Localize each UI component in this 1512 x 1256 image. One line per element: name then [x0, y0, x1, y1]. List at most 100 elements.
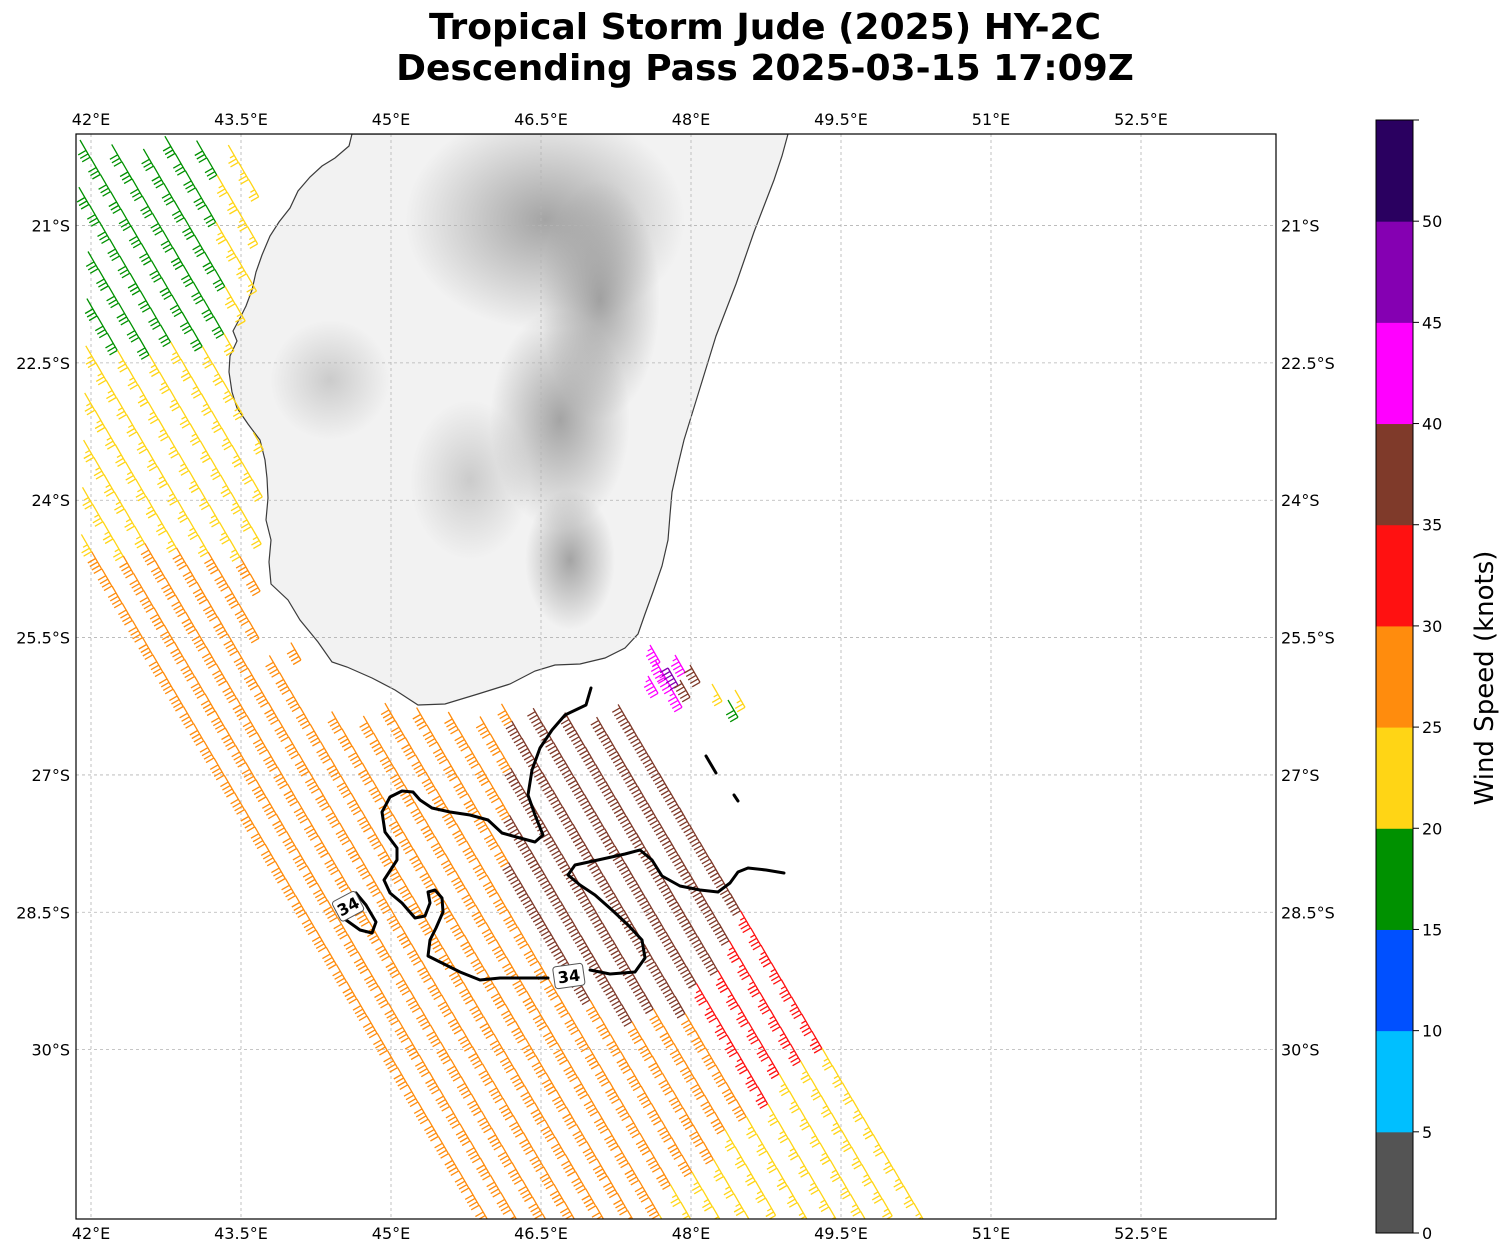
wind-barb — [421, 771, 437, 795]
wind-barb — [333, 916, 349, 940]
colorbar-bin — [1376, 120, 1413, 222]
wind-barb — [240, 509, 252, 532]
lat-tick-label-left: 25.5°S — [16, 629, 70, 648]
wind-barb — [137, 290, 151, 313]
wind-barb — [104, 427, 116, 450]
wind-barb — [494, 844, 509, 868]
wind-barb — [673, 679, 691, 703]
wind-barb — [818, 1189, 830, 1213]
wind-barb — [796, 1202, 808, 1219]
wind-barb — [724, 1128, 736, 1152]
wind-barb — [711, 1206, 721, 1219]
wind-barb — [420, 818, 436, 842]
wind-barb — [235, 556, 251, 580]
wind-barb — [645, 1149, 661, 1173]
wind-barb — [275, 672, 291, 695]
wind-barb — [778, 1073, 790, 1097]
wind-barb — [188, 470, 200, 494]
wind-barb — [200, 693, 216, 717]
wind-barb — [649, 914, 667, 937]
wind-barb — [557, 759, 575, 783]
wind-barb — [505, 720, 523, 744]
wind-barb — [264, 702, 279, 725]
wind-barb — [489, 1033, 505, 1057]
wind-barb — [488, 1080, 504, 1104]
wind-barb — [390, 720, 406, 743]
wind-barb — [183, 170, 196, 193]
wind-barb — [659, 931, 677, 955]
wind-barb — [589, 763, 607, 787]
wind-barb — [227, 144, 239, 168]
wind-barb — [595, 969, 612, 993]
wind-barb — [150, 212, 164, 236]
colorbar-tick-label: 20 — [1422, 819, 1442, 838]
chart-title-line-1: Tropical Storm Jude (2025) HY-2C — [428, 7, 1102, 48]
wind-barb — [523, 943, 539, 967]
wind-barb — [273, 766, 288, 790]
colorbar-bin — [1376, 625, 1413, 728]
wind-barb — [734, 689, 746, 713]
wind-barb — [437, 994, 453, 1018]
wind-barb — [139, 242, 152, 266]
wind-barb — [786, 1184, 798, 1208]
wind-barb — [554, 900, 572, 924]
wind-barb — [605, 986, 623, 1010]
wind-barb — [425, 1071, 440, 1095]
wind-barb — [736, 1004, 749, 1028]
wind-barb — [831, 1065, 843, 1088]
wind-barb — [521, 1037, 537, 1061]
wind-barb — [443, 758, 458, 782]
wind-barb — [380, 702, 396, 726]
wind-barb — [343, 934, 359, 957]
lon-tick-label-bottom: 52.5°E — [1114, 1224, 1168, 1243]
wind-barb — [243, 667, 259, 691]
wind-barb — [388, 814, 404, 838]
wind-barb — [690, 1077, 705, 1101]
wind-barb — [295, 706, 311, 730]
wind-barb — [148, 654, 164, 678]
wind-barb — [117, 255, 131, 279]
wind-barb — [566, 823, 584, 847]
wind-barb — [715, 970, 729, 994]
wind-barb — [679, 1060, 695, 1083]
wind-barb — [182, 564, 198, 588]
wind-barb — [155, 513, 167, 536]
wind-barb — [667, 689, 683, 713]
wind-barb — [735, 1051, 748, 1075]
wind-barb — [105, 379, 117, 403]
wind-barb — [354, 904, 370, 927]
wind-barb — [232, 397, 244, 421]
wind-barb — [513, 926, 529, 950]
wind-barb — [881, 1198, 893, 1219]
lon-tick-label-bottom: 42°E — [72, 1224, 110, 1243]
wind-barb — [118, 208, 132, 232]
wind-barb — [327, 711, 343, 734]
wind-barb — [369, 732, 385, 756]
wind-barb — [703, 858, 721, 882]
wind-barb — [355, 857, 371, 880]
wind-barb — [600, 733, 618, 757]
wind-barb — [107, 585, 123, 609]
wind-barb — [441, 806, 457, 829]
wind-barb — [657, 671, 673, 695]
wind-barb — [721, 1081, 737, 1105]
wind-barb — [221, 727, 236, 751]
wind-barb — [177, 500, 189, 523]
wind-barb — [477, 1110, 492, 1134]
wind-barb — [136, 337, 150, 360]
wind-barb — [324, 852, 339, 876]
wind-barb — [472, 857, 488, 881]
wind-barb — [567, 776, 585, 800]
wind-barb — [710, 1111, 726, 1135]
wind-barb — [661, 837, 679, 860]
wind-barb — [94, 409, 106, 433]
wind-barb — [755, 1133, 768, 1157]
wind-barb — [497, 1144, 513, 1168]
wind-barb — [314, 835, 329, 859]
wind-barb — [701, 1188, 713, 1212]
wind-barb — [129, 178, 143, 202]
wind-barb — [247, 226, 259, 249]
wind-barb — [592, 1158, 608, 1182]
wind-barb — [514, 784, 532, 808]
wind-barb — [428, 930, 444, 953]
